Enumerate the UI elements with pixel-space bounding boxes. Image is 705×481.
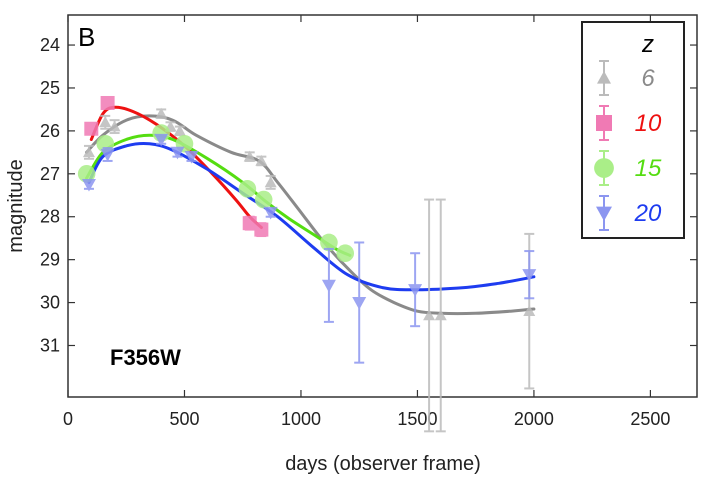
y-tick-label: 25 bbox=[40, 78, 60, 98]
y-axis: 24 25 26 27 28 29 30 31 bbox=[40, 35, 697, 355]
legend-marker bbox=[596, 115, 612, 131]
legend-item-z6: 6 bbox=[597, 60, 655, 96]
legend-label: 20 bbox=[634, 200, 662, 227]
series-z20-point bbox=[100, 148, 115, 162]
series-z6-point bbox=[155, 107, 168, 119]
y-tick-label: 28 bbox=[40, 207, 60, 227]
series-z20-points bbox=[81, 133, 537, 364]
series-z20-point bbox=[408, 284, 423, 297]
legend-item-z20: 20 bbox=[596, 195, 662, 231]
x-axis: 0 500 1000 1500 2000 2500 bbox=[63, 15, 670, 429]
series-z15-point bbox=[320, 233, 338, 252]
series-z6-point bbox=[523, 305, 536, 316]
x-tick-label: 1500 bbox=[397, 409, 437, 429]
y-tick-label: 30 bbox=[40, 293, 60, 313]
series-z6-point bbox=[423, 309, 436, 321]
y-tick-label: 31 bbox=[40, 335, 60, 355]
series-z20-point bbox=[184, 151, 199, 164]
series-z10-point bbox=[242, 216, 257, 231]
series-z10-point bbox=[84, 121, 99, 136]
legend: z 6 10 15 20 bbox=[581, 21, 685, 239]
series-z6-point bbox=[82, 146, 95, 158]
x-tick-label: 0 bbox=[63, 409, 73, 429]
filter-annotation: F356W bbox=[110, 345, 181, 370]
legend-label: 10 bbox=[635, 110, 662, 137]
plot-frame bbox=[67, 14, 698, 398]
series-z20-point bbox=[81, 178, 96, 192]
series-z20-point bbox=[321, 279, 336, 293]
x-tick-label: 500 bbox=[169, 409, 199, 429]
x-axis-label: days (observer frame) bbox=[285, 453, 481, 475]
series-z6-point bbox=[108, 120, 121, 132]
legend-label: 15 bbox=[635, 155, 662, 182]
series-z20-point bbox=[352, 296, 367, 310]
legend-item-z15: 15 bbox=[594, 150, 662, 186]
series-z6-point bbox=[255, 154, 268, 166]
fit-curves bbox=[85, 105, 536, 316]
legend-label: 6 bbox=[641, 65, 655, 92]
y-tick-label: 24 bbox=[40, 35, 60, 55]
series-z6-points bbox=[82, 107, 536, 433]
legend-item-z10: 10 bbox=[596, 105, 662, 141]
x-tick-label: 2500 bbox=[630, 409, 670, 429]
series-z20-point bbox=[170, 146, 185, 160]
series-z6-point bbox=[99, 116, 112, 128]
y-axis-label: magnitude bbox=[5, 159, 27, 252]
legend-marker bbox=[596, 206, 612, 221]
panel-label: B bbox=[78, 22, 95, 52]
y-tick-label: 29 bbox=[40, 250, 60, 270]
series-z15-point bbox=[254, 190, 273, 209]
series-z15-point bbox=[238, 180, 257, 198]
legend-marker bbox=[594, 158, 614, 178]
series-z10-point bbox=[100, 95, 115, 110]
series-z6-point bbox=[173, 124, 186, 136]
series-z6-point bbox=[264, 176, 277, 188]
x-tick-label: 1000 bbox=[281, 409, 321, 429]
series-z20-point bbox=[263, 206, 278, 220]
series-z6-point bbox=[434, 309, 447, 321]
legend-marker bbox=[597, 71, 611, 84]
y-tick-label: 27 bbox=[40, 164, 60, 184]
y-tick-label: 26 bbox=[40, 121, 60, 141]
legend-title: z bbox=[641, 31, 654, 58]
series-z10-point bbox=[254, 222, 269, 237]
series-z6-point bbox=[243, 150, 256, 162]
series-z15-point bbox=[336, 244, 355, 263]
series-z20-curve bbox=[87, 141, 536, 292]
x-tick-label: 2000 bbox=[514, 409, 554, 429]
series-z15-curve bbox=[85, 133, 352, 257]
series-z10-points bbox=[84, 95, 269, 238]
data-points bbox=[77, 95, 537, 433]
series-z20-point bbox=[522, 269, 537, 282]
series-z15-point bbox=[77, 165, 96, 183]
series-z20-point bbox=[154, 133, 169, 147]
